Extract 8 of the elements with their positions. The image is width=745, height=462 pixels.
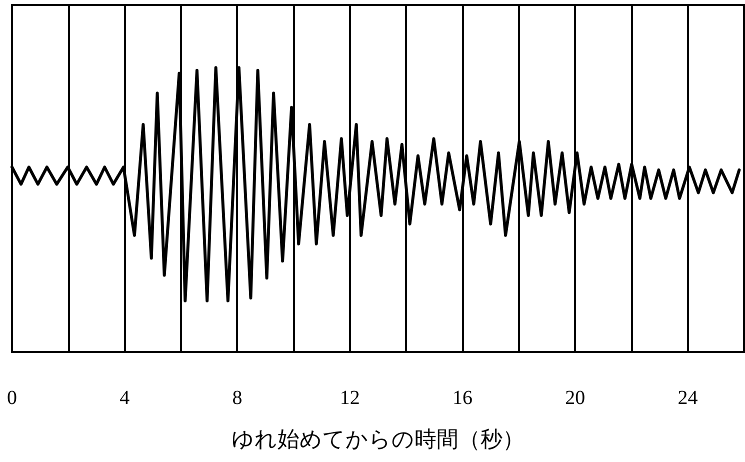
x-tick-label: 8: [232, 387, 242, 409]
x-tick-label: 20: [565, 387, 586, 409]
x-tick-label: 16: [452, 387, 472, 409]
x-tick-label: 4: [120, 387, 130, 409]
x-tick-label: 24: [678, 387, 698, 409]
x-tick-label: 12: [340, 387, 360, 409]
x-tick-label: 0: [7, 387, 17, 409]
x-axis-title: ゆれ始めてからの時間（秒）: [232, 426, 524, 452]
